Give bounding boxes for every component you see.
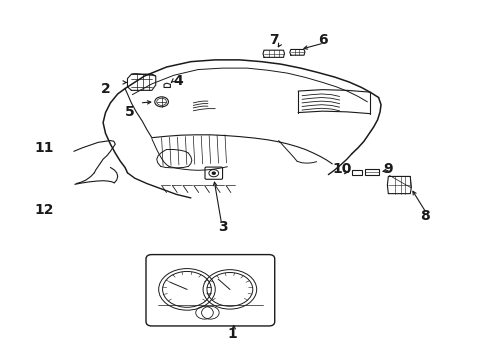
- Bar: [365, 169, 378, 175]
- Text: 9: 9: [383, 162, 392, 176]
- FancyBboxPatch shape: [146, 255, 274, 326]
- Text: 12: 12: [35, 203, 54, 217]
- Text: 5: 5: [125, 105, 135, 119]
- Text: 7: 7: [268, 33, 278, 47]
- Text: 8: 8: [419, 209, 429, 223]
- Text: 4: 4: [173, 75, 183, 89]
- Text: 3: 3: [217, 220, 227, 234]
- Text: 10: 10: [332, 162, 351, 176]
- Text: 11: 11: [35, 141, 54, 155]
- FancyBboxPatch shape: [204, 167, 222, 179]
- Text: 2: 2: [101, 82, 110, 95]
- Circle shape: [212, 172, 215, 174]
- Bar: [351, 170, 361, 175]
- Text: 6: 6: [317, 33, 326, 47]
- Text: 1: 1: [227, 327, 237, 341]
